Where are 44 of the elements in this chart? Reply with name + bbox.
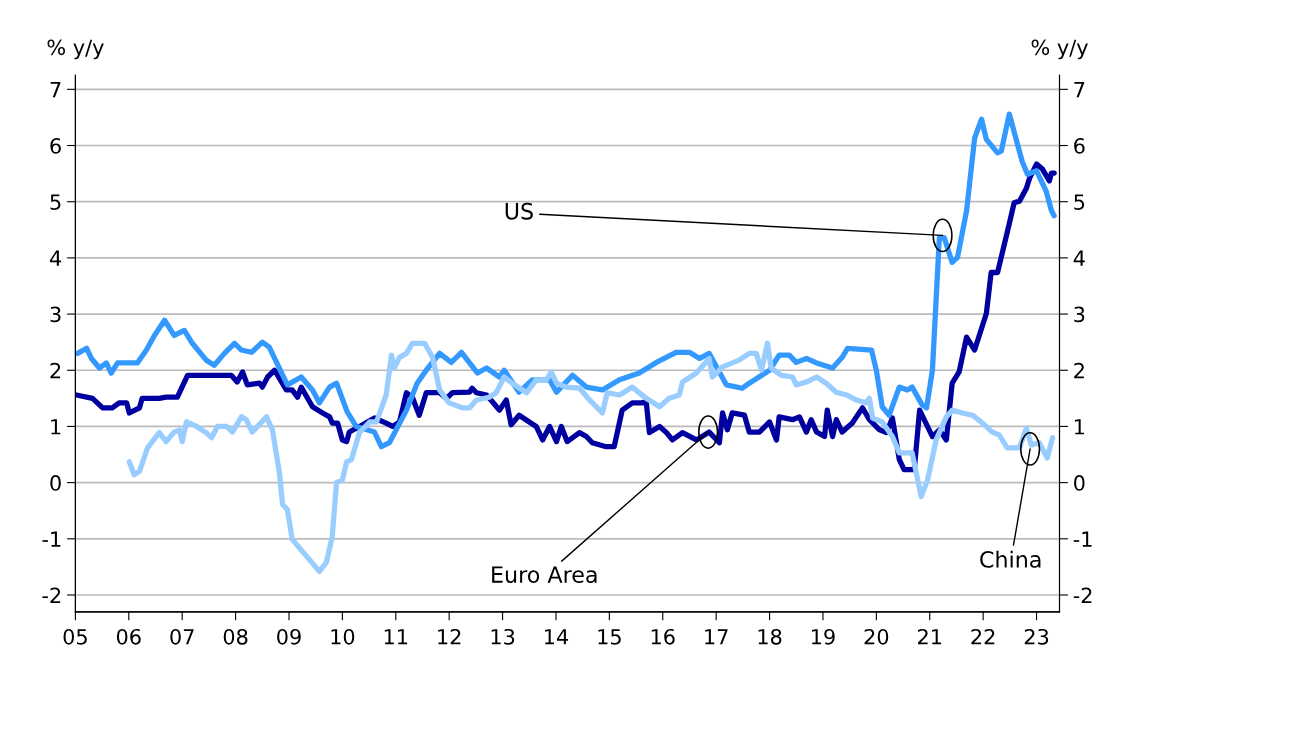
y-tick-label: 6	[50, 137, 61, 154]
y2-tick-label: 1	[1074, 419, 1085, 435]
x-tick-label: 18	[758, 628, 782, 645]
y2-tick-label: 7	[1074, 82, 1085, 98]
y-tick-label: 1	[51, 419, 61, 435]
annotation: US	[505, 202, 533, 220]
y2-tick-label: 0	[1074, 475, 1085, 491]
x-tick-label: 09	[277, 628, 301, 645]
x-tick-label: 14	[545, 629, 569, 645]
x-tick-label: 07	[170, 628, 194, 645]
y2-tick-label: 2	[1074, 362, 1084, 379]
y-tick-label: -1	[42, 531, 61, 547]
y-tick-label: 3	[50, 306, 61, 323]
x-tick-label: 22	[971, 628, 995, 645]
y-tick-label: 4	[49, 250, 62, 266]
x-tick-label: 13	[491, 628, 515, 645]
x-tick-label: 19	[811, 628, 835, 645]
annotation: Euro Area	[492, 566, 597, 583]
x-tick-label: 06	[116, 628, 141, 645]
x-tick-label: 20	[864, 628, 889, 645]
y-axis-title: % y/y	[47, 39, 104, 60]
y-tick-label: -2	[42, 587, 61, 603]
y2-tick-label: 6	[1074, 137, 1085, 154]
x-tick-label: 21	[918, 628, 942, 645]
y-tick-label: 5	[50, 194, 61, 210]
y-tick-label: 0	[50, 475, 61, 491]
y2-tick-label: 5	[1074, 194, 1085, 210]
y-tick-label: 2	[50, 362, 61, 379]
y2-tick-label: -1	[1073, 531, 1092, 547]
x-tick-label: 17	[705, 629, 728, 645]
y2-tick-label: 4	[1073, 250, 1085, 266]
x-tick-label: 08	[223, 628, 248, 645]
x-tick-label: 11	[384, 629, 408, 645]
y2-axis-title: % y/y	[1031, 39, 1088, 60]
y-tick-label: 7	[50, 82, 61, 98]
x-tick-label: 05	[63, 628, 87, 645]
x-tick-label: 23	[1024, 628, 1049, 645]
x-tick-label: 15	[598, 629, 621, 645]
x-tick-label: 16	[651, 628, 675, 645]
x-tick-label: 10	[331, 628, 355, 645]
annotation: China	[980, 550, 1041, 568]
x-tick-label: 12	[438, 628, 461, 645]
y2-tick-label: 3	[1074, 306, 1085, 323]
y2-tick-label: -2	[1073, 587, 1092, 603]
